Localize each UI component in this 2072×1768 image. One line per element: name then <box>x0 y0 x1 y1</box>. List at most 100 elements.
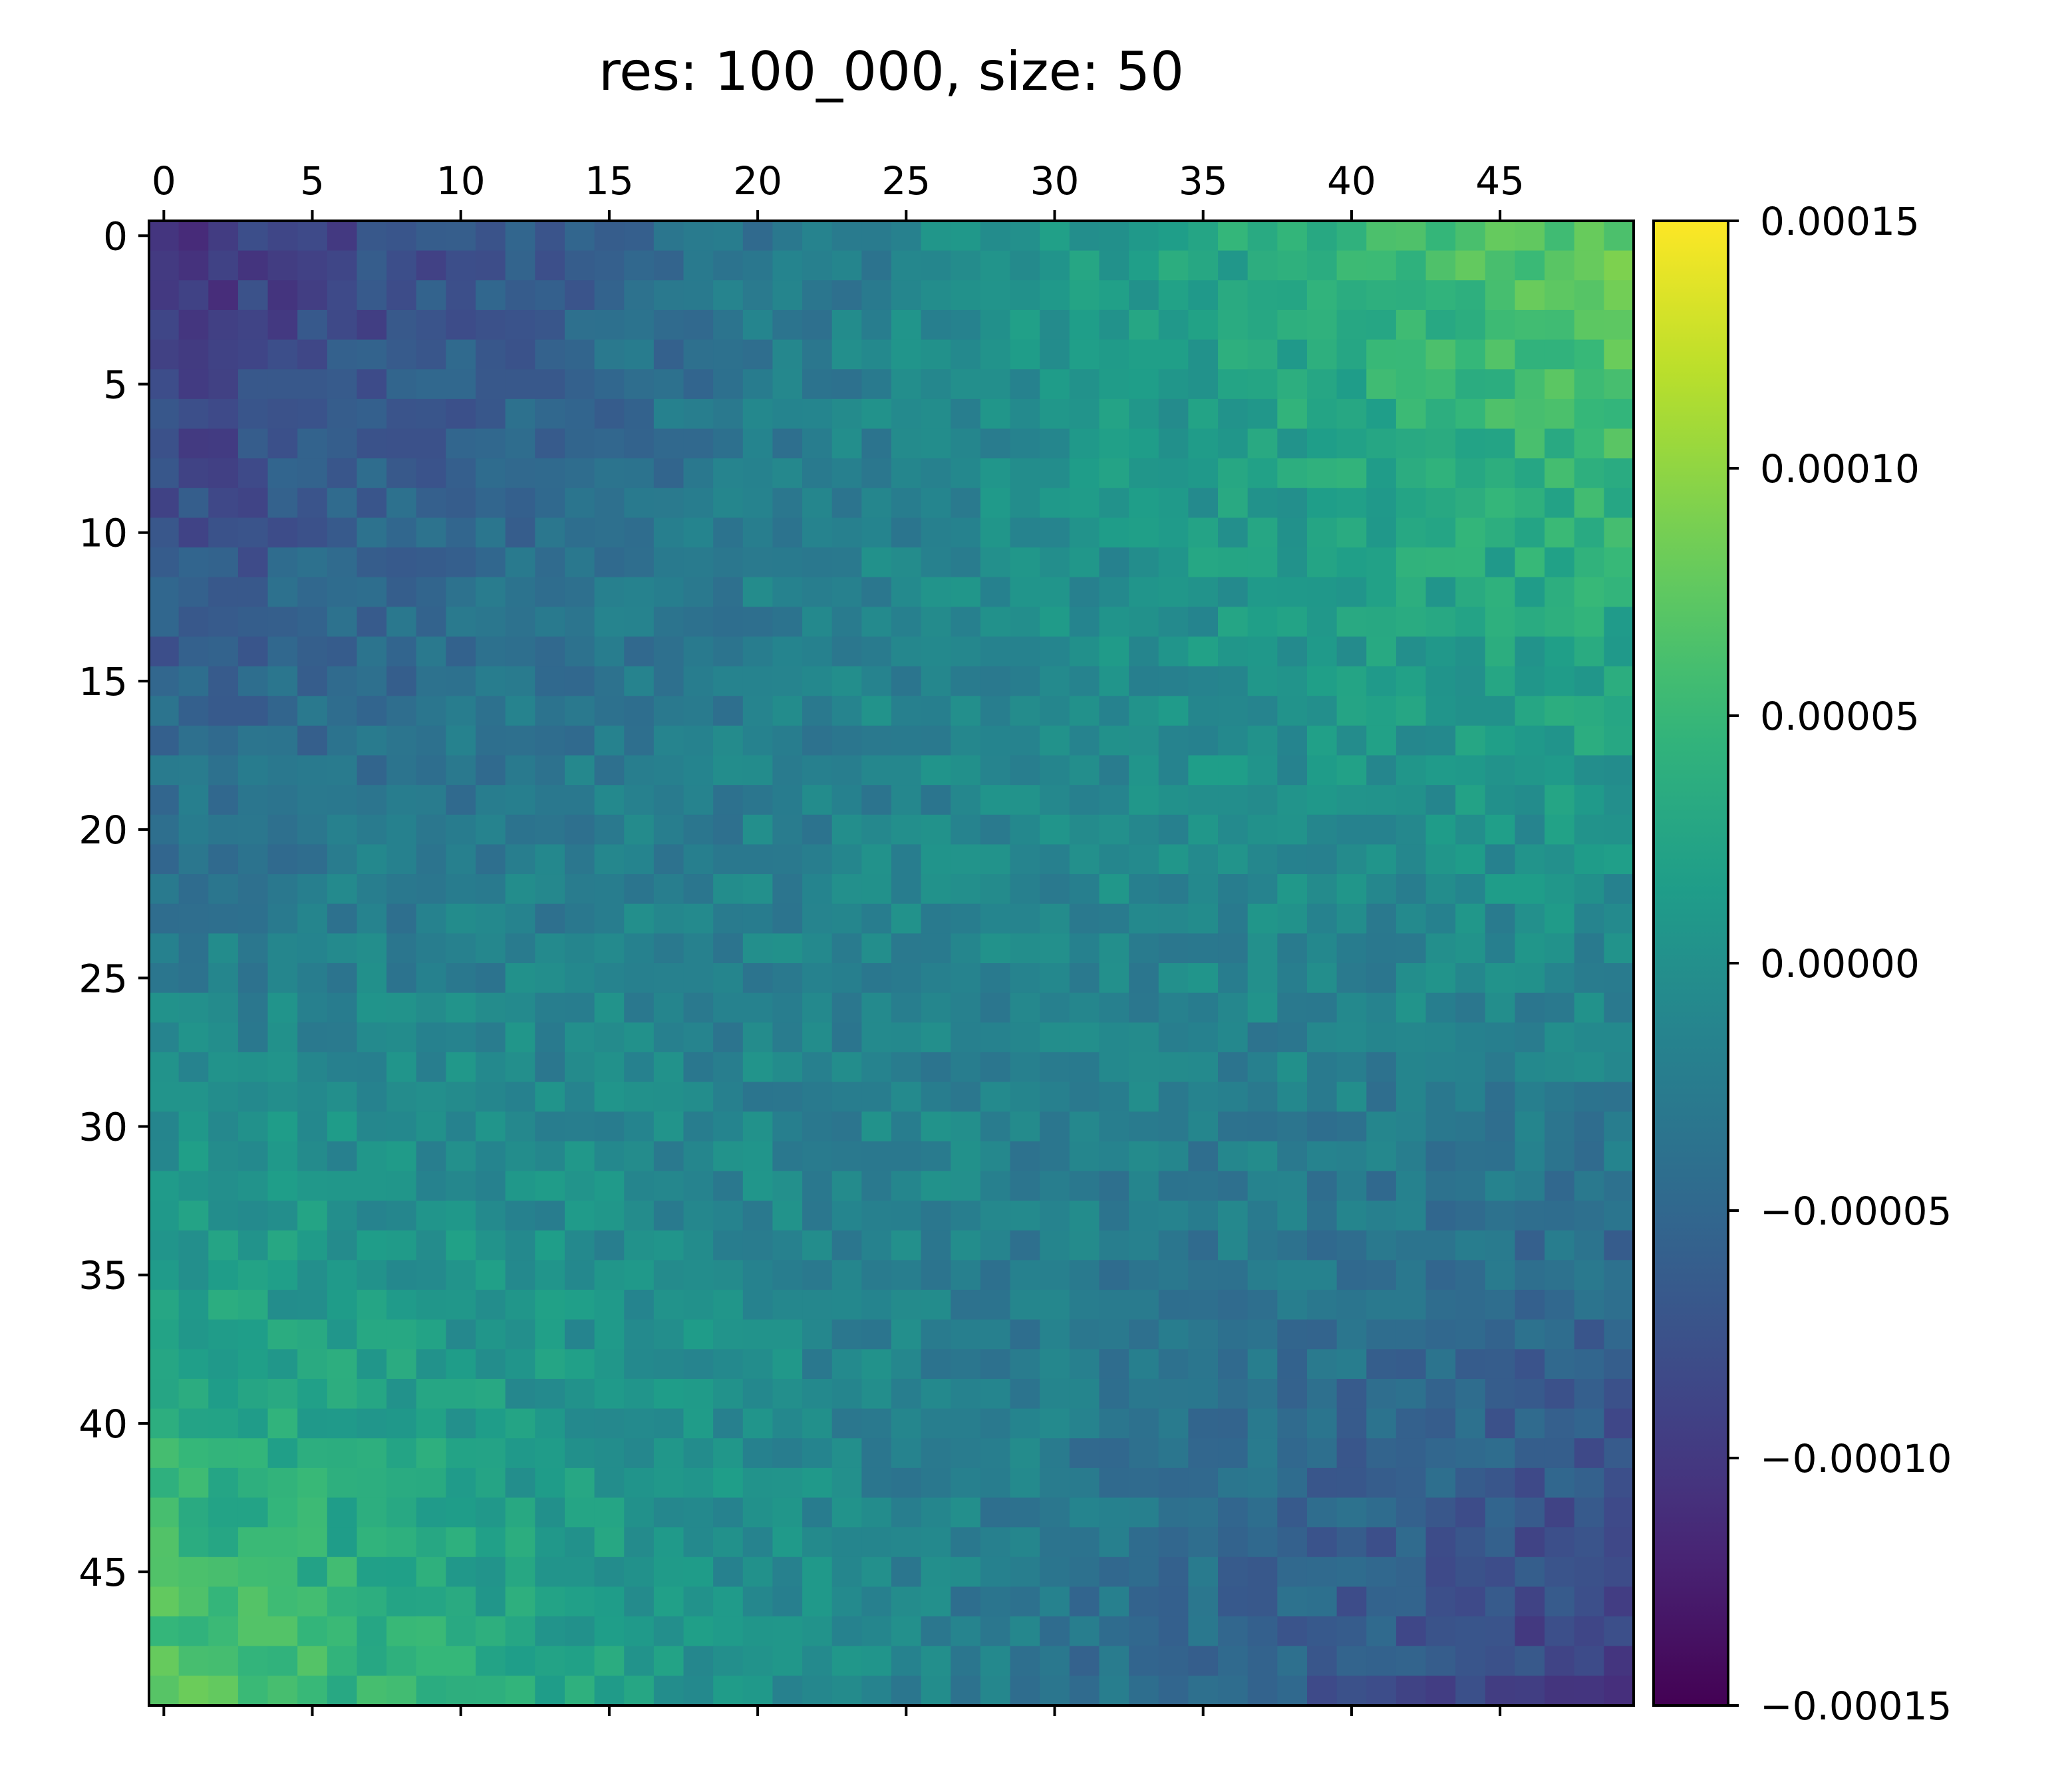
heatmap-cell <box>831 428 862 459</box>
heatmap-cell <box>535 517 565 548</box>
heatmap-cell <box>1188 785 1219 815</box>
heatmap-cell <box>267 547 298 578</box>
heatmap-cell <box>1218 1408 1249 1439</box>
heatmap-cell <box>951 963 981 994</box>
heatmap-cell <box>772 1378 803 1409</box>
heatmap-cell <box>1247 1111 1278 1142</box>
heatmap-cell <box>1574 1082 1604 1112</box>
heatmap-cell <box>831 1408 862 1439</box>
heatmap-cell <box>386 755 417 786</box>
heatmap-cell <box>742 1111 774 1142</box>
heatmap-cell <box>267 1676 298 1706</box>
heatmap-cell <box>1306 1052 1338 1083</box>
heatmap-cell <box>861 1260 892 1290</box>
heatmap-cell <box>891 1586 922 1617</box>
heatmap-cell <box>683 1052 714 1083</box>
heatmap-cell <box>237 933 269 964</box>
heatmap-cell <box>1396 1467 1427 1499</box>
heatmap-cell <box>683 428 714 459</box>
heatmap-cell <box>1604 398 1634 430</box>
heatmap-cell <box>535 250 565 281</box>
heatmap-cell <box>653 1230 684 1260</box>
heatmap-cell <box>476 1676 506 1706</box>
heatmap-cell <box>564 547 595 578</box>
heatmap-cell <box>535 428 565 459</box>
heatmap-cell <box>1455 1527 1486 1558</box>
heatmap-cell <box>1129 1141 1159 1172</box>
heatmap-cell <box>1485 1052 1516 1083</box>
heatmap-cell <box>1040 517 1070 548</box>
heatmap-cell <box>1218 1676 1249 1706</box>
heatmap-cell <box>742 992 774 1023</box>
heatmap-cell <box>1158 755 1189 786</box>
heatmap-cell <box>1366 636 1397 667</box>
heatmap-cell <box>1515 1378 1545 1409</box>
heatmap-cell <box>1277 1201 1308 1231</box>
heatmap-cell <box>891 547 922 578</box>
heatmap-cell <box>624 933 655 964</box>
heatmap-cell <box>1247 1378 1278 1409</box>
heatmap-cell <box>1485 488 1516 518</box>
heatmap-cell <box>446 1349 476 1380</box>
heatmap-cell <box>1040 874 1070 905</box>
heatmap-cell <box>951 221 981 251</box>
heatmap-cell <box>1129 1616 1159 1647</box>
heatmap-cell <box>237 1171 269 1201</box>
heatmap-cell <box>1574 607 1604 637</box>
heatmap-cell <box>1485 1438 1516 1469</box>
heatmap-cell <box>386 874 417 905</box>
heatmap-cell <box>980 1319 1011 1350</box>
heatmap-cell <box>653 1646 684 1676</box>
heatmap-cell <box>921 903 951 934</box>
heatmap-cell <box>921 517 951 548</box>
heatmap-cell <box>327 963 358 994</box>
heatmap-cell <box>1247 636 1278 667</box>
heatmap-cell <box>297 1497 328 1528</box>
heatmap-cell <box>237 1260 269 1290</box>
heatmap-cell <box>208 1349 239 1380</box>
heatmap-cell <box>683 1497 714 1528</box>
heatmap-cell <box>1129 1378 1159 1409</box>
heatmap-cell <box>1158 1378 1189 1409</box>
heatmap-cell <box>802 607 833 637</box>
heatmap-cell <box>297 725 328 756</box>
heatmap-cell <box>149 1111 180 1142</box>
heatmap-cell <box>1366 577 1397 607</box>
heatmap-cell <box>861 1201 892 1231</box>
heatmap-cell <box>1158 428 1189 459</box>
heatmap-cell <box>1545 1438 1575 1469</box>
heatmap-cell <box>357 1497 387 1528</box>
heatmap-cell <box>149 1616 180 1647</box>
heatmap-cell <box>505 1467 535 1499</box>
heatmap-cell <box>1188 488 1219 518</box>
heatmap-cell <box>178 1111 209 1142</box>
heatmap-cell <box>1010 696 1040 726</box>
heatmap-cell <box>861 398 892 430</box>
heatmap-cell <box>237 725 269 756</box>
heatmap-cell <box>951 458 981 489</box>
heatmap-cell <box>951 1022 981 1053</box>
heatmap-cell <box>1396 517 1427 548</box>
heatmap-cell <box>297 458 328 489</box>
heatmap-cell <box>357 1052 387 1083</box>
heatmap-cell <box>653 1676 684 1706</box>
heatmap-cell <box>980 250 1011 281</box>
heatmap-cell <box>505 517 535 548</box>
heatmap-cell <box>1099 1349 1129 1380</box>
y-tick-label: 35 <box>78 1253 128 1298</box>
heatmap-cell <box>624 250 655 281</box>
heatmap-cell <box>267 398 298 430</box>
heatmap-cell <box>1099 666 1129 696</box>
heatmap-cell <box>1515 933 1545 964</box>
heatmap-cell <box>476 1082 506 1112</box>
heatmap-cell <box>1188 1527 1219 1558</box>
heatmap-cell <box>802 458 833 489</box>
heatmap-cell <box>713 1676 744 1706</box>
heatmap-cell <box>208 1111 239 1142</box>
heatmap-cell <box>624 1319 655 1350</box>
heatmap-cell <box>1040 1260 1070 1290</box>
heatmap-cell <box>742 428 774 459</box>
heatmap-cell <box>1040 1378 1070 1409</box>
heatmap-cell <box>386 1467 417 1499</box>
heatmap-cell <box>1069 636 1100 667</box>
